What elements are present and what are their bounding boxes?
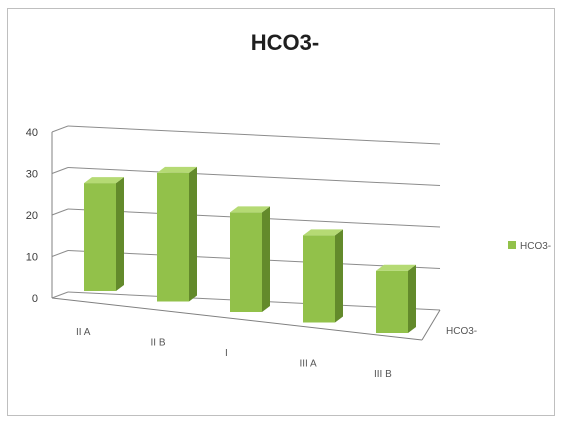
legend: HCO3-: [508, 241, 551, 252]
bar-side: [189, 166, 197, 302]
chart-title: HCO3-: [251, 30, 319, 55]
bar-front: [230, 212, 262, 312]
bar-top: [157, 166, 197, 173]
bar-front: [84, 183, 116, 291]
bars: [84, 166, 416, 333]
side-gridline: [51, 291, 69, 299]
side-gridline: [51, 208, 69, 216]
floor-right-edge: [421, 309, 441, 341]
y-tick-label: 40: [26, 127, 38, 139]
gridline: [67, 125, 441, 145]
bar-side: [408, 264, 416, 333]
legend-label: HCO3-: [520, 241, 551, 252]
y-tick-label: 30: [26, 169, 38, 181]
y-tick-label: 0: [32, 293, 38, 305]
bar-top: [230, 206, 270, 213]
floor-front-edge: [51, 297, 423, 341]
bar-top: [376, 264, 416, 271]
x-category-label: II B: [151, 338, 166, 349]
bar-top: [303, 229, 343, 236]
x-category-label: I: [225, 348, 228, 359]
legend-swatch: [508, 241, 516, 249]
bar-side: [335, 229, 343, 323]
bar-front: [376, 270, 408, 333]
x-category-label: III A: [300, 359, 318, 370]
side-gridline: [51, 250, 69, 257]
bar-side: [262, 206, 270, 312]
side-gridline: [51, 167, 69, 174]
y-tick-label: 20: [26, 210, 38, 222]
gridline: [67, 167, 441, 186]
axis-labels: HCO3- HCO3- 0 10 20 30 40 II A II B I III A III B: [26, 30, 477, 380]
y-tick-label: 10: [26, 252, 38, 264]
bar-front: [157, 172, 189, 302]
side-gridline: [51, 125, 69, 133]
x-category-label: II A: [76, 327, 91, 338]
bar-side: [116, 177, 124, 291]
bar-front: [303, 235, 335, 323]
x-category-label: III B: [374, 369, 392, 380]
depth-axis-label: HCO3-: [446, 326, 477, 337]
bar-top: [84, 177, 124, 184]
